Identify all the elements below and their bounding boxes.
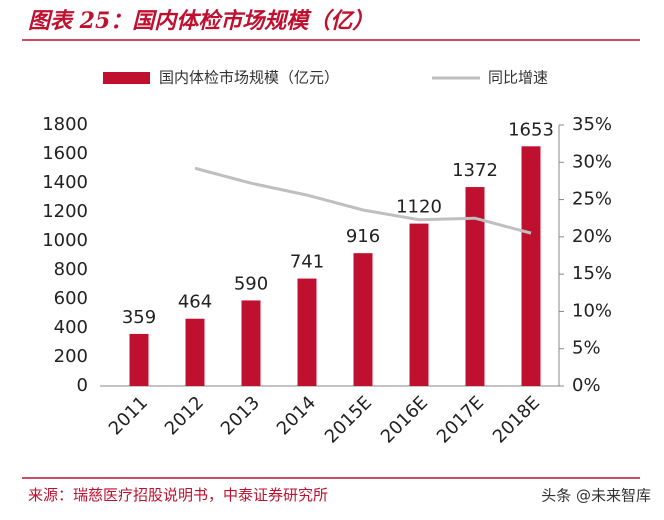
value-label: 1372 [452, 160, 498, 181]
y-tick-label: 1600 [42, 143, 88, 164]
y-tick-label: 1400 [42, 172, 88, 193]
y-tick-label: 200 [54, 346, 88, 367]
legend-label: 国内体检市场规模（亿元） [159, 69, 339, 87]
bar [185, 318, 205, 386]
line [194, 166, 532, 235]
bar [521, 146, 541, 386]
value-label: 1120 [396, 197, 442, 218]
y2-tick-label: 15% [572, 263, 612, 284]
y2-tick-label: 0% [572, 375, 601, 396]
bar [465, 187, 485, 386]
bar [241, 300, 261, 386]
x-tick-label: 2014 [273, 392, 320, 439]
legend-label: 同比增速 [488, 69, 548, 87]
y2-tick-label: 10% [572, 300, 612, 321]
y2-tick-label: 20% [572, 226, 612, 247]
bar [297, 278, 317, 386]
y2-tick-label: 30% [572, 151, 612, 172]
y-tick-label: 1000 [42, 230, 88, 251]
chart-title: 图表 25：国内体检市场规模（亿） [28, 8, 374, 34]
bar [129, 333, 149, 386]
value-label: 916 [346, 226, 380, 247]
bar [409, 223, 429, 386]
legend-swatch [103, 72, 150, 84]
y-tick-label: 1200 [42, 201, 88, 222]
x-tick-label: 2018E [489, 392, 544, 447]
x-tick-label: 2017E [433, 392, 488, 447]
y2-tick-label: 35% [572, 114, 612, 135]
watermark: 头条 @未来智库 [541, 487, 651, 505]
y-tick-label: 600 [54, 288, 88, 309]
x-tick-label: 2013 [217, 392, 264, 439]
x-tick-label: 2015E [321, 392, 376, 447]
source: 来源：瑞慈医疗招股说明书，中泰证券研究所 [28, 486, 328, 504]
y2-tick-label: 25% [572, 189, 612, 210]
y-tick-label: 800 [54, 259, 88, 280]
value-label: 1653 [508, 119, 554, 140]
value-label: 464 [178, 292, 212, 313]
value-label: 741 [290, 252, 324, 273]
value-label: 590 [234, 273, 268, 294]
value-label: 359 [122, 307, 156, 328]
y-tick-label: 400 [54, 317, 88, 338]
x-tick-label: 2016E [377, 392, 432, 447]
bar [353, 253, 373, 386]
y-tick-label: 1800 [42, 114, 88, 135]
y-tick-label: 0 [77, 375, 88, 396]
x-tick-label: 2012 [161, 392, 208, 439]
x-tick-label: 2011 [105, 392, 152, 439]
y2-tick-label: 5% [572, 338, 601, 359]
